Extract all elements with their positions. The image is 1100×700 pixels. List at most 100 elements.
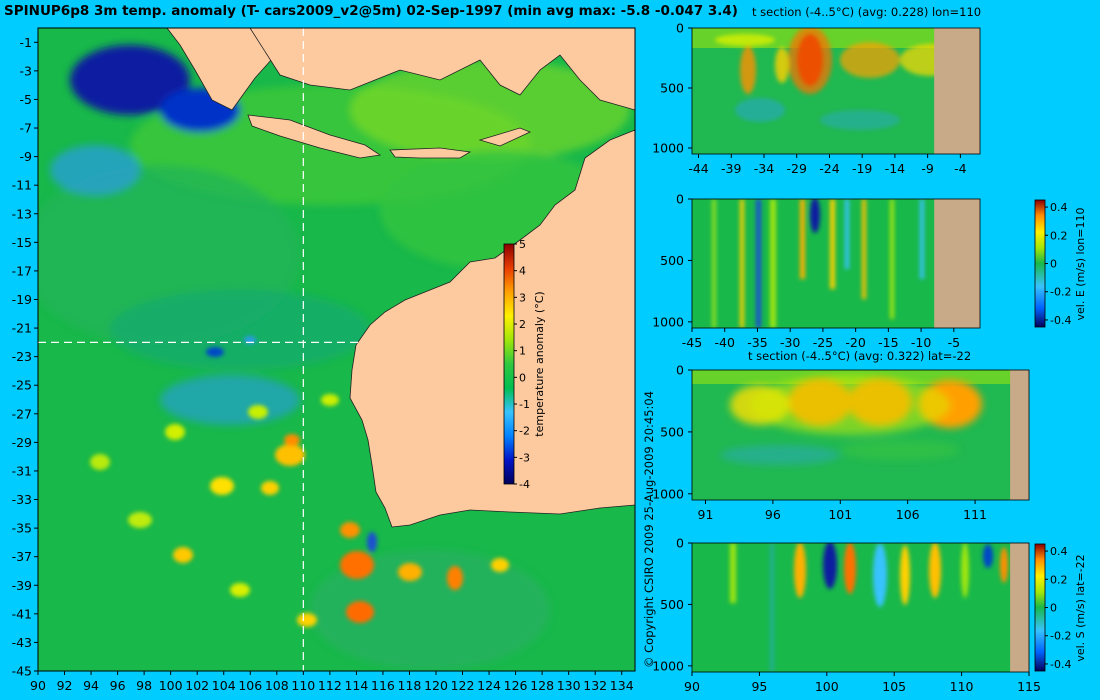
map-x-axis: 90 92 94 96 98 100 102 104 106 108 110 112 114 116 118…	[30, 671, 634, 693]
map-y-tick-label: -21	[12, 321, 32, 336]
vel-colorbar-tick-label: 0.4	[1050, 201, 1068, 214]
section-y-tick-label: 1000	[652, 486, 684, 501]
map-x-tick-label: 90	[30, 678, 46, 693]
colorbar-tick-label: 2	[519, 318, 526, 331]
map-y-tick-label: -19	[12, 292, 32, 307]
vel-s-section-frame	[691, 542, 1030, 673]
section-y-tick-label: 500	[660, 81, 684, 96]
figure-title: SPINUP6p8 3m temp. anomaly (T- cars2009_…	[4, 3, 738, 19]
land-borneo-sulawesi	[249, 27, 636, 111]
map-y-tick-label: -27	[12, 406, 32, 421]
vel-s-colorbar	[1034, 543, 1046, 672]
map-x-tick-label: 112	[318, 678, 342, 693]
vel-e-colorbar-label: vel. E (m/s) lon=110	[1074, 208, 1087, 321]
t-section-lon-seafloor	[934, 28, 980, 154]
section-x-tick-label: 90	[684, 679, 700, 694]
map-y-tick-label: -41	[12, 606, 32, 621]
map-frame	[37, 27, 636, 672]
map-x-tick-label: 118	[398, 678, 422, 693]
vel-colorbar-tick-label: 0	[1050, 602, 1057, 615]
section-x-tick-label: -34	[754, 161, 774, 176]
map-y-tick-label: -15	[12, 235, 32, 250]
vel-e-section-y-axis: 0 500 1000	[652, 192, 692, 329]
vel-s-section-panel: 90 95 100 105 110 115 0 500 1000 0.4 0.2 0 -0.2 -0.…	[652, 536, 1087, 695]
t-section-lat-seafloor	[1010, 370, 1029, 500]
map-y-tick-label: -11	[12, 178, 32, 193]
map-x-tick-label: 124	[477, 678, 501, 693]
map-y-tick-label: -7	[20, 121, 32, 136]
colorbar-tick-label: -2	[519, 425, 530, 438]
land-java	[247, 114, 382, 159]
land-australia	[349, 129, 636, 528]
section-x-tick-label: -29	[787, 161, 807, 176]
section-x-tick-label: -10	[911, 335, 931, 350]
map-x-tick-label: 128	[530, 678, 554, 693]
map-y-tick-label: -13	[12, 206, 32, 221]
t-section-lon-y-axis: 0 500 1000	[652, 21, 692, 156]
map-y-tick-label: -25	[12, 378, 32, 393]
temperature-colorbar-label: temperature anomaly (°C)	[533, 291, 546, 436]
section-y-tick-label: 500	[660, 253, 684, 268]
vel-s-colorbar-label: vel. S (m/s) lat=-22	[1074, 554, 1087, 661]
t-section-lat-panel: 91 96 101 106 111 0 500 1000	[652, 363, 1030, 522]
vel-e-colorbar-ticks: 0.4 0.2 0 -0.2 -0.4	[1045, 201, 1071, 327]
temperature-colorbar-gradient	[503, 243, 515, 485]
colorbar-tick-label: 0	[519, 371, 526, 384]
vel-s-section-y-axis: 0 500 1000	[652, 536, 692, 673]
vel-colorbar-tick-label: 0.2	[1050, 229, 1068, 242]
section-x-tick-label: 111	[963, 507, 987, 522]
map-x-tick-label: 122	[451, 678, 475, 693]
colorbar-tick-label: 3	[519, 291, 526, 304]
map-x-tick-label: 96	[110, 678, 126, 693]
vel-e-section-x-axis: -45 -40 -35 -30 -25 -20 -15 -10 -5	[682, 328, 960, 350]
section-x-tick-label: 95	[751, 679, 767, 694]
section-x-tick-label: 91	[698, 507, 714, 522]
vel-colorbar-tick-label: -0.2	[1050, 286, 1071, 299]
map-y-tick-label: -9	[20, 149, 33, 164]
temperature-colorbar-ticks: 5 4 3 2 1 0 -1 -2 -3 -4	[514, 238, 530, 491]
section-x-tick-label: -20	[845, 335, 865, 350]
map-x-tick-label: 126	[504, 678, 528, 693]
map-x-tick-label: 114	[344, 678, 368, 693]
map-y-tick-label: -5	[20, 92, 32, 107]
vel-s-section-seafloor	[1010, 543, 1029, 672]
section-y-tick-label: 500	[660, 424, 684, 439]
section-x-tick-label: -19	[852, 161, 872, 176]
map-x-tick-label: 134	[610, 678, 634, 693]
map-x-tick-label: 102	[185, 678, 209, 693]
section-y-tick-label: 0	[676, 536, 684, 551]
map-y-axis: -1 -3 -5 -7 -9 -11 -13 -15 -17 -19 -21 -23 -25 -27 -29…	[12, 35, 38, 679]
t-section-lon-x-axis: -44 -39 -34 -29 -24 -19 -14 -9 -4	[688, 154, 967, 176]
section-x-tick-label: -9	[921, 161, 934, 176]
map-y-tick-label: -33	[12, 492, 32, 507]
map-y-tick-label: -17	[12, 263, 32, 278]
map-x-tick-label: 120	[424, 678, 448, 693]
section-y-tick-label: 1000	[652, 658, 684, 673]
map-y-tick-label: -3	[20, 63, 32, 78]
t-section-lon-title: t section (-4..5°C) (avg: 0.228) lon=110	[752, 5, 982, 19]
map-x-tick-label: 94	[83, 678, 99, 693]
section-x-tick-label: -40	[715, 335, 735, 350]
map-x-tick-label: 104	[212, 678, 236, 693]
section-x-tick-label: 115	[1017, 679, 1041, 694]
t-section-lat-title: t section (-4..5°C) (avg: 0.322) lat=-22	[748, 349, 972, 363]
vel-s-section-x-axis: 90 95 100 105 110 115	[684, 672, 1041, 694]
map-x-tick-label: 108	[265, 678, 289, 693]
t-section-lat-features	[692, 370, 1029, 465]
land-nusa-tenggara	[389, 147, 472, 159]
colorbar-tick-label: -1	[519, 398, 530, 411]
section-x-tick-label: -25	[813, 335, 833, 350]
section-x-tick-label: -30	[780, 335, 800, 350]
section-x-tick-label: 110	[950, 679, 974, 694]
map-x-tick-label: 110	[291, 678, 315, 693]
map-x-tick-label: 100	[159, 678, 183, 693]
section-x-tick-label: -39	[721, 161, 741, 176]
map-y-tick-label: -23	[12, 349, 32, 364]
map-y-tick-label: -45	[12, 664, 32, 679]
section-x-tick-label: -5	[948, 335, 960, 350]
map-y-tick-label: -31	[12, 463, 32, 478]
land-timor	[478, 127, 532, 147]
t-section-lon-frame	[691, 27, 981, 155]
vel-colorbar-tick-label: 0.2	[1050, 573, 1068, 586]
